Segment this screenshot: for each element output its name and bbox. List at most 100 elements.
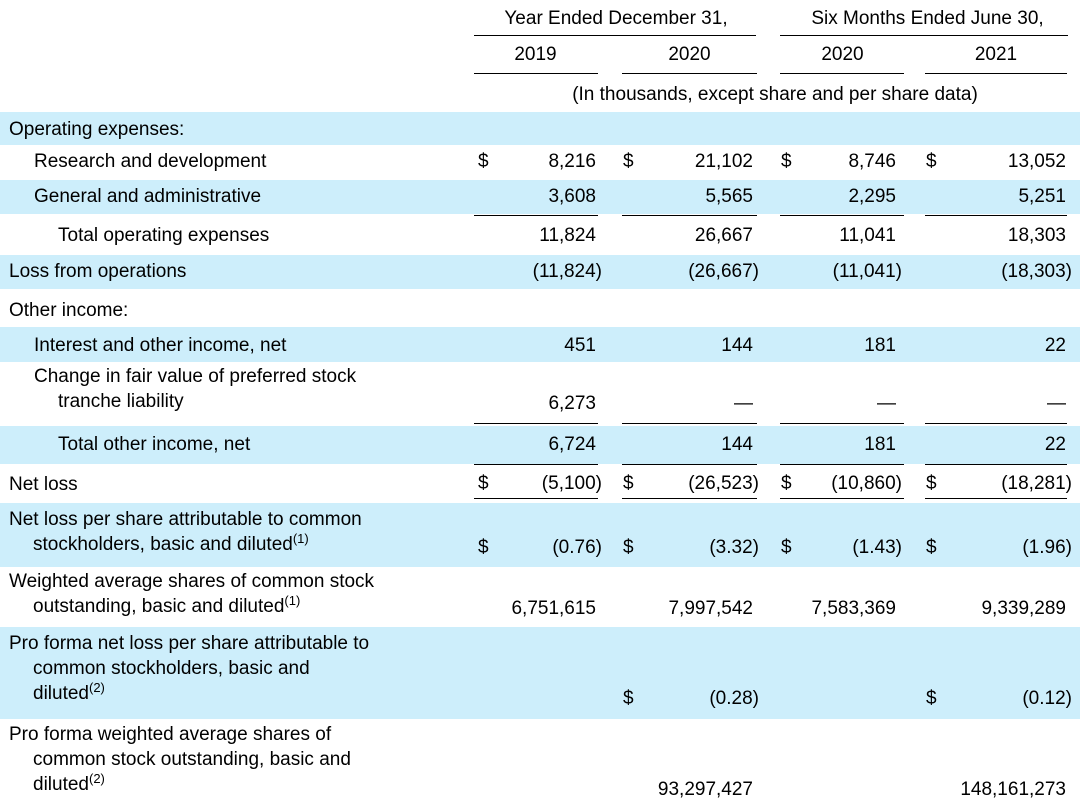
row-band [0,327,1080,362]
cell-value: (0.12) [1022,688,1072,709]
label-line: diluted [33,683,89,704]
header-group-rule [474,35,756,36]
cell-value: 26,667 [694,225,753,246]
double-rule [474,498,598,499]
subtotal-rule [622,215,757,216]
row-band [0,426,1080,464]
cell-value: 144 [721,434,753,455]
cell-value: 451 [564,335,596,356]
cell-value: 13,052 [1007,151,1066,172]
cell-value: 93,297,427 [657,779,753,800]
subtotal-rule [474,215,598,216]
header-year-rule [925,73,1067,74]
footnote-ref: (2) [89,680,105,695]
double-rule [925,498,1067,499]
cell-value: (0.76) [552,537,602,558]
row-band [0,627,1080,719]
cell-value: 7,583,369 [811,598,896,619]
label-line: Weighted average shares of common stock [9,571,375,592]
cell-value: 2,295 [848,186,896,207]
cell-value: — [1047,393,1066,414]
cell-value: (10,860) [831,473,902,494]
subtotal-rule [925,464,1067,465]
currency-symbol: $ [926,537,937,558]
row-label-weighted-average-shares: Weighted average shares of common stock … [9,569,374,619]
subtotal-rule [925,215,1067,216]
cell-value: 18,303 [1007,225,1066,246]
cell-value: — [734,393,753,414]
header-year-rule [474,73,598,74]
cell-value: 5,565 [705,186,753,207]
header-year: 2020 [821,44,864,65]
cell-value: 9,339,289 [981,598,1066,619]
currency-symbol: $ [478,151,489,172]
row-band [0,503,1080,567]
subtotal-rule [780,464,904,465]
row-label-pro-forma-weighted-average-shares: Pro forma weighted average shares of com… [9,722,351,797]
currency-symbol: $ [781,537,792,558]
subtotal-rule [622,423,757,424]
cell-value: 144 [721,335,753,356]
header-year-rule [622,73,757,74]
cell-value: 7,997,542 [668,598,753,619]
footnote-ref: (1) [292,531,309,546]
cell-value: (1.43) [852,537,902,558]
section-label-operating-expenses: Operating expenses: [9,119,185,140]
row-label-pro-forma-net-loss-per-share: Pro forma net loss per share attributabl… [9,631,369,706]
row-label-change-fair-value: Change in fair value of preferred stock … [34,364,356,414]
subtotal-rule [474,464,598,465]
currency-symbol: $ [781,473,792,494]
subtotal-rule [780,423,904,424]
currency-symbol: $ [926,688,937,709]
cell-value: 8,746 [848,151,896,172]
label-line: common stockholders, basic and [33,658,310,679]
row-label-research-development: Research and development [34,151,267,172]
cell-value: (26,523) [688,473,759,494]
currency-symbol: $ [478,473,489,494]
cell-value: 11,041 [839,225,896,246]
row-label-interest-other-income: Interest and other income, net [34,335,287,356]
row-band [0,112,1080,145]
label-line: tranche liability [58,391,184,412]
cell-value: (11,041) [832,261,902,282]
header-group-year-ended: Year Ended December 31, [504,8,728,29]
cell-value: (0.28) [709,688,759,709]
currency-symbol: $ [781,151,792,172]
label-line: Net loss per share attributable to commo… [9,509,362,530]
double-rule [622,498,757,499]
cell-value: 6,751,615 [511,598,596,619]
footnote-ref: (2) [89,771,105,786]
cell-value: 22 [1044,434,1066,455]
cell-value: 22 [1044,335,1066,356]
cell-value: 148,161,273 [960,779,1066,800]
row-label-net-loss: Net loss [9,474,78,495]
row-band [0,180,1080,214]
row-label-general-administrative: General and administrative [34,186,262,207]
cell-value: — [877,393,896,414]
cell-value: 6,724 [548,434,596,455]
currency-symbol: $ [623,688,634,709]
header-year: 2021 [974,44,1018,65]
label-line: diluted [33,774,89,795]
cell-value: (11,824) [532,261,602,282]
row-label-loss-from-operations: Loss from operations [9,261,187,282]
row-label-total-other-income: Total other income, net [58,434,251,455]
header-group-rule [780,35,1068,36]
cell-value: 5,251 [1018,186,1066,207]
label-line: stockholders, basic and diluted [33,534,293,555]
label-line: outstanding, basic and diluted [33,596,285,617]
footnote-ref: (1) [284,593,301,608]
row-label-total-operating-expenses: Total operating expenses [58,225,270,246]
label-line: Pro forma net loss per share attributabl… [9,633,370,654]
cell-value: 11,824 [539,225,596,246]
cell-value: 21,102 [694,151,753,172]
cell-value: (18,281) [1001,473,1072,494]
currency-symbol: $ [478,537,489,558]
cell-value: 6,273 [548,393,596,414]
cell-value: 8,216 [548,151,596,172]
currency-symbol: $ [623,537,634,558]
label-line: common stock outstanding, basic and [33,749,351,770]
header-group-six-months: Six Months Ended June 30, [811,8,1044,29]
header-year: 2020 [668,44,711,65]
